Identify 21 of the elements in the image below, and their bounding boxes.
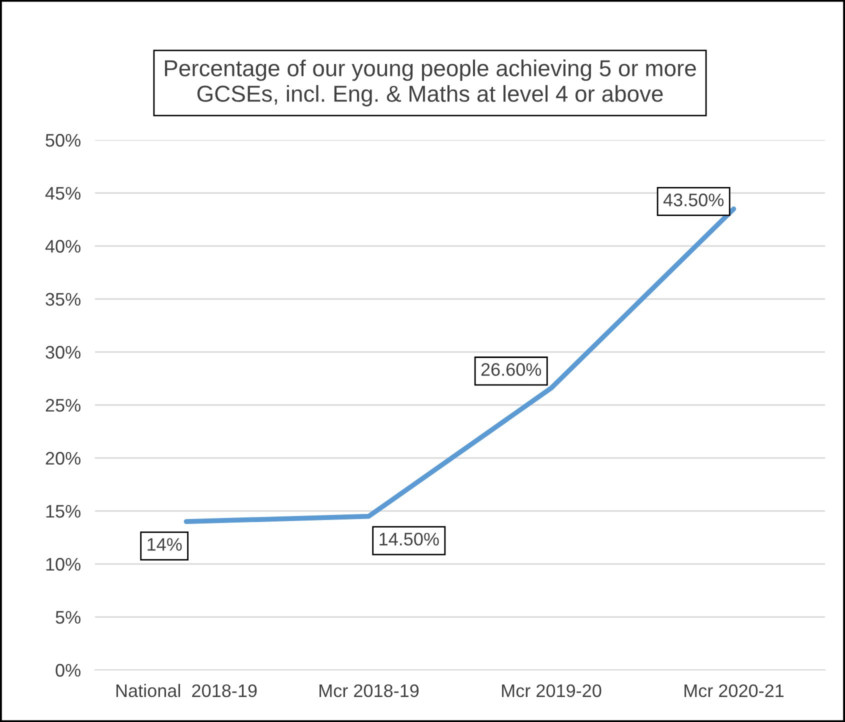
- y-tick-label: 5%: [56, 611, 80, 624]
- y-tick-label: 25%: [46, 398, 80, 412]
- y-tick-label: 0%: [56, 664, 80, 677]
- y-tick-label: 40%: [45, 240, 80, 253]
- x-tick-label: National 2018-19: [116, 684, 257, 698]
- x-tick-label: Mcr 2020-21: [684, 684, 784, 698]
- data-label: 26.60%: [481, 363, 542, 376]
- data-label: 14%: [148, 538, 182, 551]
- line-series: [184, 206, 736, 524]
- x-tick-label: Mcr 2019-20: [502, 684, 602, 698]
- y-tick-label: 35%: [46, 292, 80, 306]
- y-tick-label: 50%: [46, 134, 80, 147]
- y-tick-label: 45%: [45, 187, 80, 200]
- chart-title: Percentage of our young people achieving 5 or more GCSEs, incl. Eng. & Maths at level 4 or above: [165, 60, 696, 106]
- x-tick-label: Mcr 2018-19: [320, 684, 419, 698]
- y-tick-label: 30%: [46, 346, 80, 359]
- data-label: 43.50%: [663, 194, 724, 206]
- y-tick-label: 15%: [46, 505, 80, 518]
- y-tick-label: 10%: [46, 558, 80, 571]
- y-tick-label: 20%: [46, 452, 80, 465]
- data-label: 14.50%: [380, 532, 439, 546]
